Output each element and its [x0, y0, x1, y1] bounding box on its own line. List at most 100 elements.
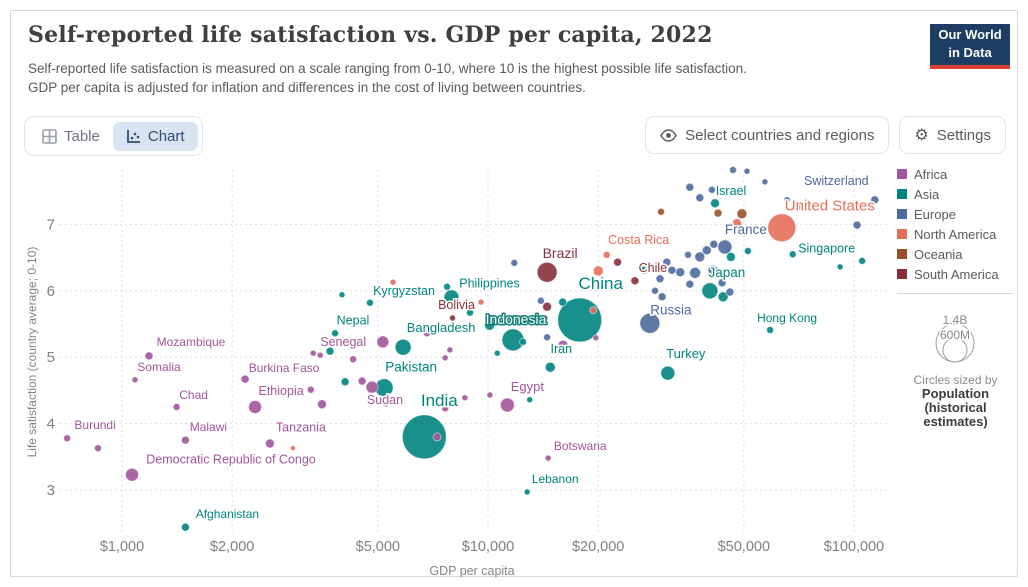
data-point[interactable]	[613, 257, 623, 267]
data-point[interactable]	[657, 292, 667, 302]
legend-item-asia[interactable]: Asia	[897, 184, 1022, 204]
legend-item-south-america[interactable]: South America	[897, 264, 1022, 284]
data-point[interactable]	[709, 239, 719, 249]
data-point[interactable]	[725, 287, 735, 297]
data-point[interactable]	[685, 279, 695, 289]
data-point[interactable]	[441, 404, 450, 413]
settings-button[interactable]: ⚙ Settings	[899, 116, 1006, 154]
data-point[interactable]	[340, 377, 350, 387]
data-point-lebanon[interactable]	[523, 488, 531, 496]
legend-item-oceania[interactable]: Oceania	[897, 244, 1022, 264]
tab-table[interactable]: Table	[29, 122, 113, 151]
data-point[interactable]	[732, 218, 742, 229]
data-point[interactable]	[717, 278, 727, 288]
data-point-kyrgyzstan[interactable]	[366, 298, 374, 307]
data-point[interactable]	[484, 319, 496, 331]
data-point[interactable]	[743, 247, 752, 255]
data-point-japan[interactable]	[701, 282, 719, 300]
data-point-singapore[interactable]	[788, 250, 797, 259]
data-point[interactable]	[338, 291, 346, 299]
data-point[interactable]	[655, 274, 665, 284]
data-point-ethiopia[interactable]	[248, 400, 263, 414]
data-point-israel[interactable]	[710, 198, 720, 209]
data-point[interactable]	[858, 256, 867, 265]
data-point[interactable]	[382, 400, 390, 408]
data-point-hong-kong[interactable]	[766, 326, 775, 334]
data-point-chad[interactable]	[172, 403, 181, 411]
data-point[interactable]	[422, 329, 431, 338]
data-point-bangladesh[interactable]	[394, 338, 412, 356]
data-point[interactable]	[486, 391, 494, 399]
owid-logo[interactable]: Our World in Data	[930, 24, 1010, 69]
data-point-iran[interactable]	[544, 361, 556, 373]
data-point[interactable]	[667, 265, 677, 275]
data-point[interactable]	[689, 266, 702, 279]
data-point[interactable]	[493, 349, 501, 357]
data-point[interactable]	[870, 195, 880, 205]
data-point[interactable]	[651, 286, 659, 295]
data-point[interactable]	[432, 432, 442, 442]
data-point[interactable]	[743, 167, 751, 175]
data-point[interactable]	[592, 334, 600, 342]
data-point-france[interactable]	[717, 239, 733, 255]
data-point-burkina-faso[interactable]	[240, 374, 250, 384]
data-point[interactable]	[518, 314, 527, 322]
data-point-india[interactable]	[401, 414, 447, 460]
data-point-sudan[interactable]	[365, 380, 379, 394]
data-point[interactable]	[349, 355, 358, 364]
data-point[interactable]	[357, 376, 367, 386]
select-countries-button[interactable]: Select countries and regions	[645, 116, 890, 154]
data-point[interactable]	[836, 263, 844, 271]
data-point[interactable]	[446, 346, 454, 354]
data-point-egypt[interactable]	[499, 397, 515, 413]
data-point[interactable]	[94, 444, 102, 453]
data-point[interactable]	[389, 278, 397, 286]
data-point[interactable]	[542, 301, 553, 312]
data-point[interactable]	[477, 298, 485, 306]
data-point[interactable]	[707, 264, 719, 276]
data-point[interactable]	[852, 220, 862, 230]
data-point[interactable]	[466, 308, 474, 317]
legend-item-europe[interactable]: Europe	[897, 204, 1022, 224]
data-point[interactable]	[558, 297, 568, 307]
data-point[interactable]	[707, 185, 716, 194]
data-point-brazil[interactable]	[536, 261, 558, 283]
data-point-bolivia[interactable]	[449, 314, 456, 322]
data-point[interactable]	[675, 267, 686, 278]
legend-item-africa[interactable]: Africa	[897, 164, 1022, 184]
data-point[interactable]	[701, 245, 712, 256]
data-point[interactable]	[725, 251, 736, 262]
data-point-nepal[interactable]	[331, 329, 339, 338]
data-point-turkey[interactable]	[660, 365, 676, 381]
data-point[interactable]	[317, 399, 327, 410]
data-point[interactable]	[289, 445, 296, 452]
data-point[interactable]	[736, 208, 748, 220]
data-point[interactable]	[441, 354, 449, 362]
data-point[interactable]	[592, 265, 604, 277]
data-point[interactable]	[536, 296, 545, 305]
data-point[interactable]	[543, 333, 552, 342]
data-point[interactable]	[309, 349, 317, 357]
data-point-senegal[interactable]	[316, 351, 324, 359]
data-point[interactable]	[526, 396, 534, 404]
data-point-afghanistan[interactable]	[180, 522, 190, 532]
data-point-philippines[interactable]	[443, 289, 460, 306]
data-point-malawi[interactable]	[180, 435, 190, 445]
data-point[interactable]	[519, 337, 528, 346]
data-point-chile[interactable]	[630, 276, 640, 286]
tab-chart[interactable]: Chart	[112, 121, 198, 151]
data-point[interactable]	[639, 265, 649, 275]
data-point[interactable]	[694, 251, 706, 263]
data-point-democratic-republic-of-congo[interactable]	[125, 467, 139, 482]
data-point-burundi[interactable]	[63, 434, 72, 443]
data-point[interactable]	[761, 178, 769, 186]
data-point[interactable]	[541, 314, 549, 322]
data-point[interactable]	[717, 291, 729, 303]
data-point[interactable]	[729, 166, 737, 174]
legend-item-north-america[interactable]: North America	[897, 224, 1022, 244]
data-point-mozambique[interactable]	[144, 351, 154, 361]
data-point[interactable]	[510, 258, 519, 267]
data-point[interactable]	[443, 282, 452, 291]
data-point[interactable]	[589, 306, 598, 315]
data-point[interactable]	[713, 208, 723, 218]
